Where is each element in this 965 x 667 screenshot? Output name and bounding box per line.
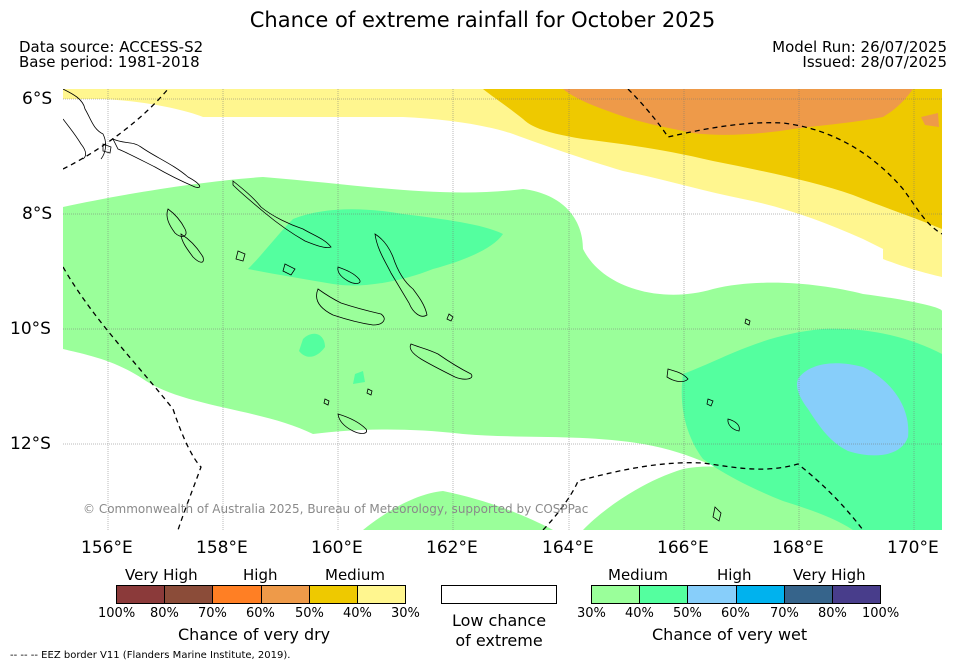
base-period: Base period: 1981-2018 (19, 53, 200, 71)
dry-swatch (165, 586, 214, 603)
wet-high-region-west (248, 209, 503, 286)
dry-swatch (213, 586, 262, 603)
wet-high-patch-small (353, 371, 365, 384)
issued-date: Issued: 28/07/2025 (802, 53, 947, 71)
dry-swatch (309, 586, 358, 603)
wet-swatch (736, 586, 785, 603)
wet-header-high: High (717, 566, 752, 584)
dry-swatch (261, 586, 310, 603)
data-source: Data source: ACCESS-S2 (19, 38, 204, 56)
wet-tick: 40% (625, 606, 654, 621)
dry-colorbar (116, 585, 406, 604)
wet-tick: 50% (673, 606, 702, 621)
dry-tick: 60% (246, 606, 275, 621)
dry-header-medium: Medium (325, 566, 385, 584)
lon-label-160e: 160°E (311, 538, 363, 558)
map-title: Chance of extreme rainfall for October 2… (249, 8, 716, 32)
lon-label-170e: 170°E (887, 538, 939, 558)
wet-header-medium: Medium (608, 566, 668, 584)
wet-tick: 100% (862, 606, 900, 621)
graticule (63, 89, 942, 530)
lat-label-10s: 10°S (10, 319, 51, 339)
dry-header-very-high: Very High (125, 566, 198, 584)
lon-label-168e: 168°E (772, 538, 824, 558)
lat-label-6s: 6°S (22, 89, 53, 109)
dry-tick: 80% (150, 606, 179, 621)
wet-tick: 30% (577, 606, 606, 621)
dry-medium-east-edge (883, 249, 942, 277)
dry-tick: 70% (198, 606, 227, 621)
wet-medium-region-south (363, 491, 553, 530)
low-chance-swatch (441, 585, 557, 604)
wet-swatch (688, 586, 737, 603)
island-outlines (63, 89, 751, 522)
wet-swatch (832, 586, 881, 603)
dry-tick: 50% (295, 606, 324, 621)
lat-label-12s: 12°S (10, 434, 51, 454)
rainfall-map: © Commonwealth of Australia 2025, Bureau… (63, 89, 942, 530)
dry-tick: 30% (391, 606, 420, 621)
dry-swatch (117, 586, 166, 603)
lon-label-162e: 162°E (426, 538, 478, 558)
model-run: Model Run: 26/07/2025 (772, 38, 947, 56)
low-chance-caption-2: of extreme (455, 631, 543, 650)
dry-tick: 40% (343, 606, 372, 621)
eez-borders (63, 89, 942, 530)
low-chance-caption-1: Low chance (451, 611, 547, 630)
wet-very-high-region (797, 363, 909, 456)
lon-label-164e: 164°E (542, 538, 594, 558)
wet-swatch (640, 586, 689, 603)
lon-label-156e: 156°E (81, 538, 133, 558)
copyright-text: © Commonwealth of Australia 2025, Bureau… (83, 502, 589, 516)
dry-high2-patch (921, 113, 939, 127)
wet-high-patch (299, 333, 325, 357)
wet-tick: 80% (818, 606, 847, 621)
wet-colorbar (591, 585, 881, 604)
dry-caption: Chance of very dry (178, 625, 331, 644)
dry-high2-region (563, 89, 913, 135)
wet-tick: 70% (770, 606, 799, 621)
wet-swatch (784, 586, 833, 603)
wet-tick: 60% (721, 606, 750, 621)
wet-caption: Chance of very wet (652, 625, 808, 644)
wet-header-very-high: Very High (793, 566, 866, 584)
map-canvas (63, 89, 942, 530)
dry-tick: 100% (98, 606, 136, 621)
wet-swatch (592, 586, 641, 603)
dry-header-high: High (243, 566, 278, 584)
lon-label-158e: 158°E (196, 538, 248, 558)
eez-footnote: -- -- -- EEZ border V11 (Flanders Marine… (10, 650, 291, 661)
lat-label-8s: 8°S (22, 204, 53, 224)
lon-label-166e: 166°E (657, 538, 709, 558)
dry-swatch (357, 586, 406, 603)
